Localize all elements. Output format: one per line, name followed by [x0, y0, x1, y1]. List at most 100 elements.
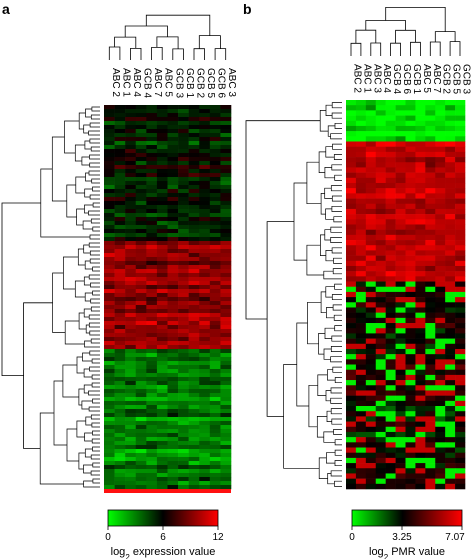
panel-a-cell-r53-c4	[146, 317, 158, 322]
panel-a-cell-r44-c11	[220, 281, 232, 286]
panel-b-cell-r3-c7	[415, 115, 426, 122]
panel-a-row-branch-30	[66, 184, 77, 218]
panel-a-cell-r72-c5	[156, 393, 168, 398]
panel-b-cell-r18-c8	[425, 193, 436, 199]
panel-a-cell-r81-c11	[220, 429, 232, 434]
panel-b-cell-r37-c9	[435, 291, 446, 298]
panel-b-cell-r36-c3	[375, 286, 386, 293]
panel-b-cell-r28-c2	[365, 245, 377, 251]
panel-b-cell-r44-c3	[375, 328, 386, 334]
panel-b-cell-r5-c7	[415, 125, 426, 132]
panel-a-cell-r23-c6	[167, 197, 179, 202]
panel-a-row-branch-0	[91, 106, 100, 112]
panel-a-cell-r81-c2	[125, 429, 137, 434]
panel-a-cell-r75-c5	[156, 405, 168, 410]
panel-a-cell-r15-c4	[146, 165, 158, 170]
panel-b-cell-r40-c3	[375, 307, 386, 313]
panel-a-cell-r70-c6	[167, 385, 179, 390]
panel-a-cell-r65-c3	[135, 365, 147, 370]
panel-a-cell-r69-c3	[135, 381, 147, 386]
panel-b-cell-r36-c6	[405, 286, 416, 293]
panel-a-cell-r80-c10	[209, 425, 221, 430]
panel-a-cell-r21-c5	[156, 189, 168, 194]
panel-a-column-label-5: ABC 5	[163, 68, 174, 97]
panel-a-cell-r38-c10	[209, 257, 221, 262]
panel-b-cell-r71-c9	[435, 468, 446, 474]
panel-b-cell-r70-c8	[425, 463, 436, 469]
panel-a-cell-r48-c11	[220, 297, 232, 302]
panel-b-cell-r9-c2	[365, 146, 377, 153]
panel-a-cell-r57-c3	[135, 333, 147, 338]
panel-b-cell-r42-c4	[385, 317, 396, 324]
panel-a-cell-r67-c6	[167, 373, 179, 378]
panel-b-cell-r49-c7	[415, 354, 426, 360]
panel-a-cell-r16-c0	[104, 169, 115, 174]
panel-a-cell-r32-c1	[114, 233, 126, 238]
panel-b-cell-r13-c6	[405, 167, 416, 173]
panel-a-cell-r2-c0	[104, 113, 115, 118]
panel-a-cell-r10-c8	[188, 145, 200, 150]
panel-a-row-branch-15	[92, 226, 100, 232]
panel-b-cell-r64-c0	[346, 431, 357, 438]
panel-a-cell-r32-c4	[146, 233, 158, 238]
panel-b-cell-r3-c0	[346, 115, 357, 122]
panel-b-cell-r17-c3	[375, 188, 386, 194]
panel-a-cell-r78-c9	[199, 417, 211, 422]
panel-a-cell-r65-c10	[209, 365, 221, 370]
panel-b-cell-r74-c8	[425, 483, 436, 490]
panel-b-cell-r62-c5	[395, 421, 406, 428]
panel-b-cell-r63-c9	[435, 426, 446, 433]
panel-b-cell-r65-c11	[455, 437, 466, 443]
panel-a-cell-r2-c6	[167, 113, 179, 118]
panel-b-cell-r63-c10	[445, 426, 456, 433]
panel-b-cell-r58-c5	[395, 400, 406, 407]
panel-b-cell-r22-c7	[415, 214, 426, 220]
panel-a-cell-r20-c1	[114, 185, 126, 190]
panel-a-cell-r16-c1	[114, 169, 126, 174]
panel-a-cell-r75-c1	[114, 405, 126, 410]
panel-b-cell-r19-c3	[375, 198, 386, 205]
panel-b-cell-r56-c9	[435, 390, 446, 396]
panel-b-row-branch-3	[330, 133, 342, 140]
panel-b-cell-r41-c4	[385, 312, 396, 319]
panel-a-cell-r6-c7	[178, 129, 189, 134]
panel-b-cell-r63-c7	[415, 426, 426, 433]
panel-b-cell-r68-c5	[395, 452, 406, 459]
panel-b-cell-r47-c4	[385, 343, 396, 350]
panel-a-cell-r76-c11	[220, 409, 232, 414]
panel-a-cell-r80-c5	[156, 425, 168, 430]
panel-a-cell-r64-c3	[135, 361, 147, 366]
panel-b-cell-r43-c10	[445, 323, 456, 329]
panel-b-cell-r8-c11	[455, 141, 466, 147]
panel-a-cell-r2-c7	[178, 113, 189, 118]
panel-a-cell-r89-c2	[125, 461, 137, 466]
panel-a-cell-r93-c10	[209, 477, 221, 482]
panel-a-row-branch-14	[90, 218, 100, 224]
panel-a-row-branch-78	[83, 384, 93, 394]
panel-b-cell-r21-c0	[346, 208, 357, 215]
panel-a-row-branch-35	[89, 258, 100, 264]
panel-a-cell-r8-c7	[178, 137, 189, 142]
panel-a-row-branch-63	[91, 382, 100, 388]
panel-b-cell-r62-c0	[346, 421, 357, 428]
panel-b-cell-r24-c1	[355, 224, 367, 230]
panel-a-cell-r65-c8	[188, 365, 200, 370]
panel-a-cell-r56-c11	[220, 329, 232, 334]
panel-a-cell-r50-c8	[188, 305, 200, 310]
panel-a-cell-r67-c0	[104, 373, 115, 378]
panel-b-cell-r29-c5	[395, 250, 406, 256]
panel-b-cell-r47-c2	[365, 343, 377, 350]
panel-a-cell-r14-c8	[188, 161, 200, 166]
panel-a-cell-r42-c3	[135, 273, 147, 278]
panel-a-cell-r17-c4	[146, 173, 158, 178]
panel-b-cell-r21-c7	[415, 208, 426, 215]
panel-b-cell-r71-c6	[405, 468, 416, 474]
panel-b-row-branch-12	[331, 195, 342, 202]
panel-a-cell-r58-c0	[104, 337, 115, 342]
panel-a-cell-r81-c7	[178, 429, 189, 434]
panel-b-row-branch-70	[296, 322, 309, 407]
panel-b-cell-r0-c0	[346, 100, 357, 106]
panel-b-row-branch-31	[306, 244, 324, 276]
panel-a-cell-r81-c1	[114, 429, 126, 434]
panel-b-cell-r38-c4	[385, 297, 396, 303]
